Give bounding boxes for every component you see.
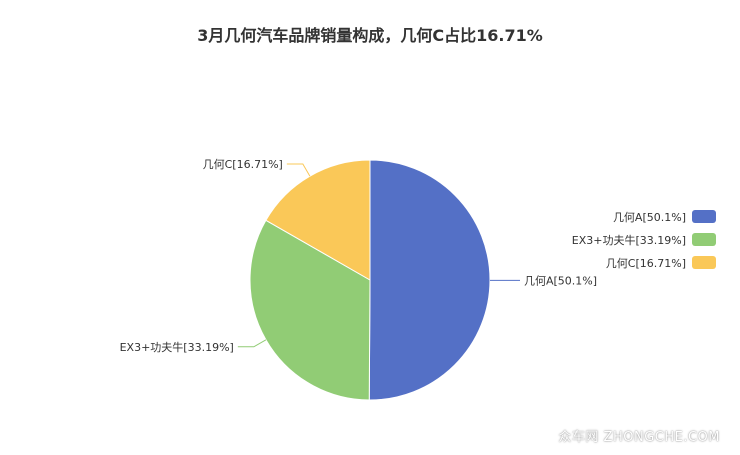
legend: 几何A[50.1%] EX3+功夫牛[33.19%] 几何C[16.71%] xyxy=(572,205,716,274)
legend-item-jihe-c[interactable]: 几何C[16.71%] xyxy=(572,251,716,274)
pie-slices xyxy=(249,159,491,401)
legend-item-ex3[interactable]: EX3+功夫牛[33.19%] xyxy=(572,228,716,251)
legend-swatch xyxy=(692,233,716,246)
label-leader-line xyxy=(286,163,311,177)
pie-slice[interactable] xyxy=(368,159,491,401)
legend-label: 几何A[50.1%] xyxy=(612,210,686,224)
slice-label: EX3+功夫牛[33.19%] xyxy=(120,340,234,354)
legend-item-jihe-a[interactable]: 几何A[50.1%] xyxy=(572,205,716,228)
legend-label: EX3+功夫牛[33.19%] xyxy=(571,233,686,247)
legend-swatch xyxy=(692,256,716,269)
slice-label: 几何C[16.71%] xyxy=(203,158,283,171)
chart-title: 3月几何汽车品牌销量构成，几何C占比16.71% xyxy=(197,26,543,45)
pie-labels: 几何A[50.1%] EX3+功夫牛[33.19%] 几何C[16.71%] xyxy=(120,158,597,354)
legend-swatch xyxy=(692,210,716,223)
label-leader-line xyxy=(237,339,267,348)
slice-label: 几何A[50.1%] xyxy=(524,274,597,287)
watermark: 众车网 ZHONGCHE.COM xyxy=(558,430,720,445)
legend-label: 几何C[16.71%] xyxy=(605,256,686,270)
